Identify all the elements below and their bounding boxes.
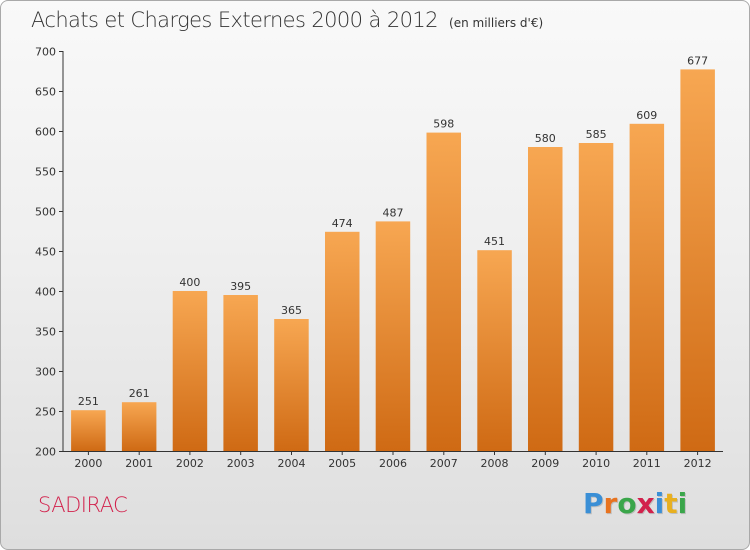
data-label-2001: 261 (129, 387, 150, 400)
x-tick-label-2002: 2002 (176, 457, 204, 470)
x-tick-label-2001: 2001 (125, 457, 153, 470)
proxiti-logo[interactable]: Proxiti (583, 487, 687, 520)
x-tick-label-2005: 2005 (328, 457, 356, 470)
logo-letter: x (636, 487, 655, 520)
x-tick-label-2007: 2007 (430, 457, 458, 470)
bar-2003 (223, 295, 258, 451)
y-axis: 200 250 300 350 400 450 500 550 600 650 700 (35, 46, 64, 459)
bar-2009 (528, 147, 563, 451)
x-axis: 2000 2001 2002 2003 2004 2005 2006 2007 2008 2009… (63, 451, 723, 470)
chart-subtitle: (en milliers d'€) (449, 16, 544, 30)
y-tick-label: 200 (35, 446, 56, 459)
bar-2008 (477, 250, 512, 451)
data-label-2004: 365 (281, 304, 302, 317)
bar-2005 (325, 231, 360, 451)
y-tick-label: 400 (35, 286, 56, 299)
x-tick-label-2003: 2003 (227, 457, 255, 470)
bars: 251 261 400 395 365 474 487 598 451 580 585 609 677 (71, 54, 715, 452)
y-tick-label: 350 (35, 326, 56, 339)
y-tick-label: 250 (35, 406, 56, 419)
bar-2006 (375, 221, 411, 451)
bar-2007 (426, 132, 461, 451)
data-label-2006: 487 (383, 206, 404, 219)
data-label-2010: 585 (586, 128, 607, 141)
logo-letter: i (654, 487, 665, 520)
x-tick-label-2012: 2012 (684, 457, 712, 470)
title-row: Achats et Charges Externes 2000 à 2012 (… (31, 8, 543, 32)
bar-2001 (121, 402, 157, 451)
bar-2011 (629, 123, 665, 452)
data-label-2005: 474 (332, 217, 353, 230)
data-label-2008: 451 (484, 235, 505, 248)
x-tick-label-2010: 2010 (582, 457, 610, 470)
data-label-2011: 609 (636, 109, 657, 122)
data-label-2012: 677 (687, 54, 708, 67)
data-label-2003: 395 (230, 280, 251, 293)
x-tick-label-2008: 2008 (481, 457, 509, 470)
logo-letter: r (603, 487, 618, 520)
data-label-2009: 580 (535, 132, 556, 145)
logo-letter: o (617, 487, 637, 520)
y-tick-label: 450 (35, 246, 56, 259)
x-tick-label-2009: 2009 (531, 457, 559, 470)
x-tick-label-2004: 2004 (278, 457, 306, 470)
bar-2004 (274, 319, 309, 451)
data-label-2007: 598 (433, 118, 454, 131)
bar-2002 (172, 291, 208, 451)
y-tick-label: 500 (35, 206, 56, 219)
y-tick-label: 300 (35, 366, 56, 379)
y-tick-label: 650 (35, 86, 56, 99)
logo-letter: P (583, 487, 604, 520)
bar-2012 (680, 69, 715, 452)
bar-2000 (71, 410, 106, 451)
y-tick-label: 700 (35, 46, 56, 59)
x-tick-label-2006: 2006 (379, 457, 407, 470)
commune-name: SADIRAC (38, 493, 128, 517)
y-tick-label: 550 (35, 166, 56, 179)
x-tick-label-2000: 2000 (74, 457, 102, 470)
bar-2010 (578, 143, 614, 451)
chart-title: Achats et Charges Externes 2000 à 2012 (31, 8, 439, 32)
data-label-2000: 251 (78, 395, 99, 408)
data-label-2002: 400 (179, 276, 200, 289)
logo-letter: i (677, 487, 688, 520)
logo-letter: t (664, 487, 678, 520)
x-tick-label-2011: 2011 (633, 457, 661, 470)
y-tick-label: 600 (35, 126, 56, 139)
